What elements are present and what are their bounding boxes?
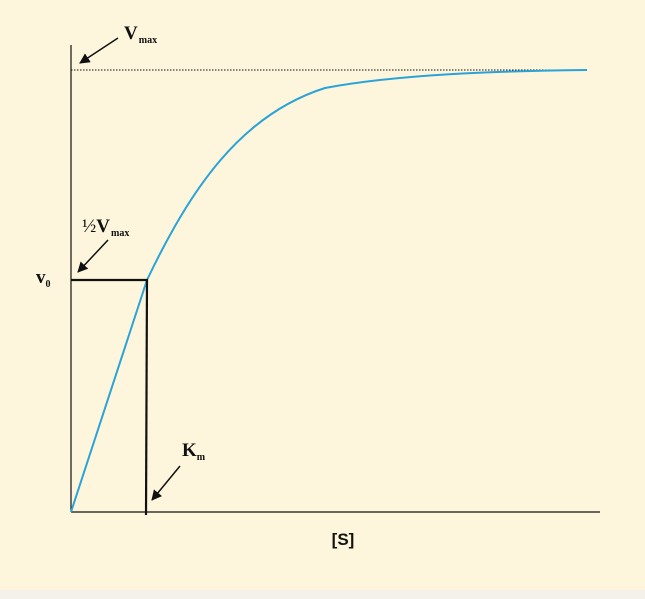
km-label: Km <box>182 440 206 463</box>
arrow <box>77 239 109 273</box>
x-axis-label: [S] <box>332 530 355 549</box>
label-main: K <box>182 440 197 461</box>
label-main: V <box>124 23 138 44</box>
bottom-strip <box>0 590 645 599</box>
label-main: V <box>96 216 110 237</box>
vmax-label: Vmax <box>124 23 157 46</box>
arrow <box>79 37 119 64</box>
label-main: v <box>36 267 46 288</box>
v0-label: v0 <box>36 267 51 290</box>
label-sub: 0 <box>46 279 51 290</box>
arrow <box>151 465 181 501</box>
label-sub: m <box>197 452 206 463</box>
curve <box>70 69 588 513</box>
half-vmax-label: ½Vmax <box>82 216 129 239</box>
km-line <box>144 279 149 516</box>
label-fraction: ½ <box>82 216 96 237</box>
label-sub: max <box>139 35 157 46</box>
label-sub: max <box>111 228 129 239</box>
